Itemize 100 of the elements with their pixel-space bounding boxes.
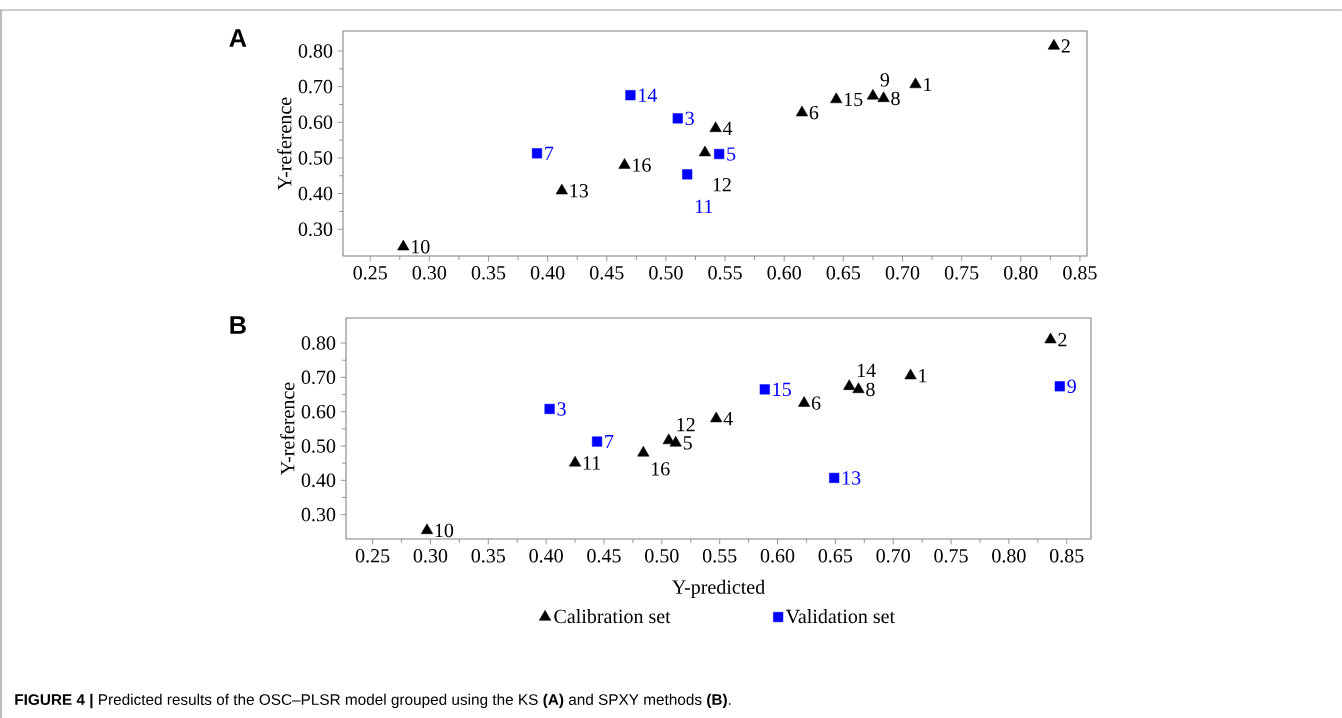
point xyxy=(637,445,650,457)
point xyxy=(829,472,840,483)
x-tick-label: 0.75 xyxy=(934,549,968,563)
x-tick-label: 0.35 xyxy=(471,266,506,280)
x-tick-label: 0.25 xyxy=(353,266,387,280)
annotation: 3 xyxy=(557,402,566,416)
x-tick-label: 0.45 xyxy=(587,549,621,563)
y-tick-label: 0.40 xyxy=(298,186,333,201)
annotation: 14 xyxy=(857,363,876,377)
x-tick-label: 0.80 xyxy=(1004,266,1038,280)
annotation: 3 xyxy=(685,111,694,126)
annotation: 9 xyxy=(1067,379,1076,394)
y-tick-label: 0.80 xyxy=(301,336,336,350)
point xyxy=(798,396,811,407)
annotation: 11 xyxy=(695,199,713,213)
x-tick-label: 0.30 xyxy=(413,549,448,563)
y-tick-label: 0.70 xyxy=(298,79,333,94)
y-axis-title: Y-reference xyxy=(280,382,295,475)
y-tick-label: 0.50 xyxy=(298,151,333,165)
x-tick-label: 0.50 xyxy=(645,549,679,563)
annotation: 12 xyxy=(677,417,695,432)
annotation: 8 xyxy=(866,382,875,397)
point xyxy=(420,523,434,535)
chart-title: A xyxy=(229,29,247,47)
y-tick-label: 0.80 xyxy=(298,44,333,58)
annotation: 11 xyxy=(583,456,601,470)
point xyxy=(698,145,711,157)
annotation: 12 xyxy=(713,177,731,192)
x-tick-label: 0.60 xyxy=(760,549,795,563)
annotation: 1 xyxy=(924,77,932,92)
annotation: 6 xyxy=(811,396,821,410)
annotation: 15 xyxy=(844,92,863,107)
annotation: 4 xyxy=(723,411,733,426)
x-tick-label: 0.45 xyxy=(590,266,624,280)
point xyxy=(618,158,631,169)
chart-title: B xyxy=(230,316,246,334)
point xyxy=(1054,381,1065,392)
y-tick-label: 0.70 xyxy=(301,370,336,385)
annotation: 10 xyxy=(435,523,454,538)
x-tick-label: 0.30 xyxy=(412,266,447,280)
x-tick-label: 0.75 xyxy=(944,266,979,280)
y-tick-label: 0.30 xyxy=(298,222,333,237)
y-tick-label: 0.60 xyxy=(301,404,336,419)
point xyxy=(669,435,682,447)
annotation: 14 xyxy=(639,88,658,102)
text: FIGURE 4 | Predicted results of the OSC–PLSR model grouped using the KS (A) and SPXY methods (B). xyxy=(15,693,731,709)
point xyxy=(904,368,917,380)
x-tick-label: 0.55 xyxy=(702,549,737,563)
point xyxy=(555,183,568,195)
annotation: 6 xyxy=(809,105,819,120)
annotation: 7 xyxy=(605,435,614,449)
x-tick-label: 0.65 xyxy=(826,266,861,280)
annotation: 15 xyxy=(773,382,791,397)
annotation: 5 xyxy=(727,147,736,161)
annotation: 16 xyxy=(652,462,670,476)
point xyxy=(397,239,410,251)
point xyxy=(830,92,843,104)
point xyxy=(714,148,725,160)
x-tick-label: 0.35 xyxy=(471,549,506,563)
annotation: 2 xyxy=(1061,39,1070,53)
point xyxy=(1047,39,1060,50)
x-tick-label: 0.55 xyxy=(708,266,742,280)
point xyxy=(531,148,543,159)
x-tick-label: 0.70 xyxy=(876,549,910,563)
annotation: 7 xyxy=(545,146,554,160)
annotation: 16 xyxy=(633,158,651,172)
y-axis-title: Y-reference xyxy=(277,97,292,190)
x-tick-label: 0.70 xyxy=(885,266,920,280)
x-tick-label: 0.85 xyxy=(1049,549,1084,563)
point xyxy=(852,382,865,393)
x-axis-title: Y-predicted xyxy=(672,579,765,598)
legend-label: Validation set xyxy=(785,609,895,624)
point xyxy=(682,169,693,180)
point xyxy=(877,91,890,102)
annotation: 5 xyxy=(683,436,692,450)
point xyxy=(795,105,808,117)
y-tick-label: 0.40 xyxy=(301,473,336,488)
annotation: 13 xyxy=(570,184,588,198)
annotation: 9 xyxy=(880,73,890,87)
annotation: 10 xyxy=(412,239,430,254)
point xyxy=(1044,332,1057,344)
annotation: 1 xyxy=(919,369,927,383)
legend-label: Calibration set xyxy=(554,609,671,624)
x-tick-label: 0.65 xyxy=(818,549,853,563)
point xyxy=(710,411,723,423)
point xyxy=(759,384,770,395)
annotation: 13 xyxy=(842,471,861,485)
point xyxy=(909,77,922,89)
point xyxy=(866,88,879,100)
annotation: 2 xyxy=(1058,333,1067,347)
x-tick-label: 0.85 xyxy=(1063,266,1097,280)
annotation: 4 xyxy=(722,121,733,135)
x-tick-label: 0.25 xyxy=(355,549,390,563)
y-tick-label: 0.60 xyxy=(298,115,333,130)
annotation: 8 xyxy=(891,91,900,106)
point xyxy=(569,455,582,467)
point xyxy=(544,403,555,415)
point xyxy=(591,436,603,447)
x-tick-label: 0.60 xyxy=(767,266,801,280)
x-tick-label: 0.40 xyxy=(530,266,565,280)
